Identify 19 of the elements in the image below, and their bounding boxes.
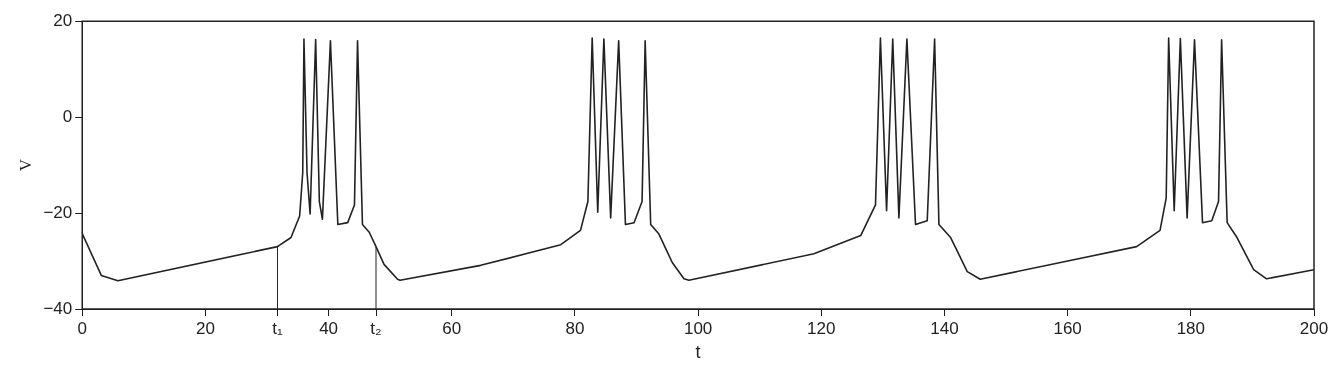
- x-tick-label: 60: [442, 318, 462, 338]
- x-tick-label: t₁: [272, 318, 283, 338]
- x-tick-label: 80: [565, 318, 585, 338]
- y-axis-title: V: [15, 158, 35, 172]
- x-tick-label: 140: [930, 318, 959, 338]
- x-tick-label: 100: [683, 318, 713, 338]
- x-tick-label: 40: [319, 318, 339, 338]
- x-tick-label: 180: [1176, 318, 1206, 338]
- y-tick-label: 20: [53, 10, 73, 30]
- y-tick-label: −20: [43, 202, 73, 222]
- x-tick-label: 20: [195, 318, 215, 338]
- y-tick-label: 0: [62, 106, 73, 126]
- x-tick-label: 120: [807, 318, 836, 338]
- x-tick-label: 0: [77, 318, 87, 338]
- x-axis-title: t: [695, 342, 701, 363]
- x-tick-label: t₂: [370, 318, 382, 338]
- x-tick-label: 160: [1053, 318, 1082, 338]
- y-tick-label: −40: [43, 298, 73, 318]
- x-tick-label: 200: [1299, 318, 1329, 338]
